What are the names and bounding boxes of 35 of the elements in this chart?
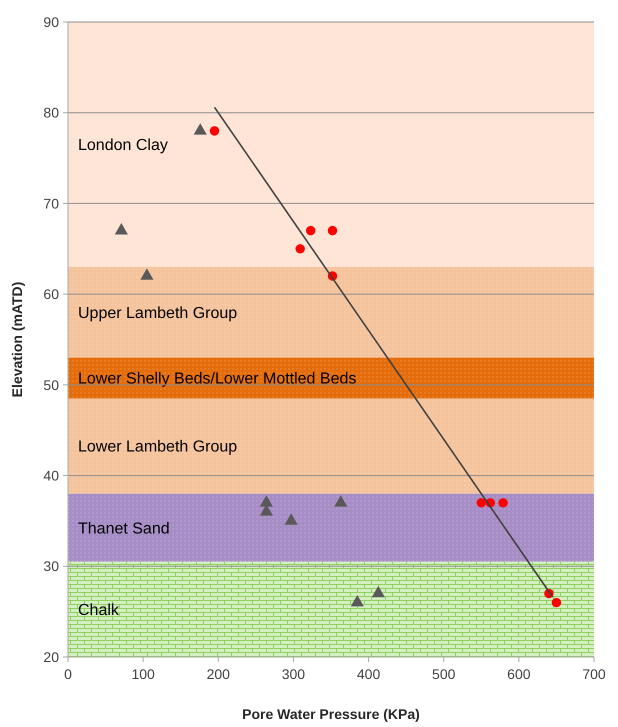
point bbox=[372, 586, 385, 598]
x-tick-label: 200 bbox=[206, 666, 230, 682]
y-tick-label: 70 bbox=[43, 195, 60, 212]
y-tick-label: 20 bbox=[43, 648, 60, 665]
band-label: Thanet Sand bbox=[78, 520, 170, 538]
x-tick-label: 300 bbox=[282, 666, 306, 682]
x-tick-label: 0 bbox=[64, 666, 72, 682]
band-label: Lower Shelly Beds/Lower Mottled Beds bbox=[78, 370, 356, 388]
y-tick-label: 90 bbox=[43, 14, 60, 30]
x-tick-label: 400 bbox=[356, 666, 380, 682]
y-axis-title: Elevation (mATD) bbox=[9, 282, 25, 398]
band-label: London Clay bbox=[78, 137, 168, 154]
point bbox=[284, 513, 298, 525]
y-tick-label: 80 bbox=[43, 104, 60, 121]
band-label: Upper Lambeth Group bbox=[78, 304, 238, 322]
y-tick-label: 30 bbox=[43, 558, 60, 574]
band-label: Chalk bbox=[78, 602, 120, 619]
point bbox=[328, 226, 338, 236]
point bbox=[306, 226, 316, 236]
point bbox=[476, 498, 486, 508]
x-tick-label: 500 bbox=[432, 666, 456, 682]
x-tick-label: 600 bbox=[507, 666, 531, 682]
y-tick-label: 50 bbox=[43, 376, 60, 393]
y-tick-label: 60 bbox=[43, 286, 60, 302]
x-tick-label: 100 bbox=[131, 666, 156, 682]
x-tick-label: 700 bbox=[582, 666, 606, 682]
x-axis-title: Pore Water Pressure (KPa) bbox=[242, 706, 420, 722]
y-tick-label: 40 bbox=[43, 467, 60, 484]
band-label: Lower Lambeth Group bbox=[78, 438, 238, 456]
point bbox=[260, 495, 273, 507]
point bbox=[498, 498, 508, 508]
point bbox=[295, 244, 305, 254]
point bbox=[334, 495, 348, 507]
point bbox=[210, 126, 220, 136]
point bbox=[350, 594, 364, 606]
